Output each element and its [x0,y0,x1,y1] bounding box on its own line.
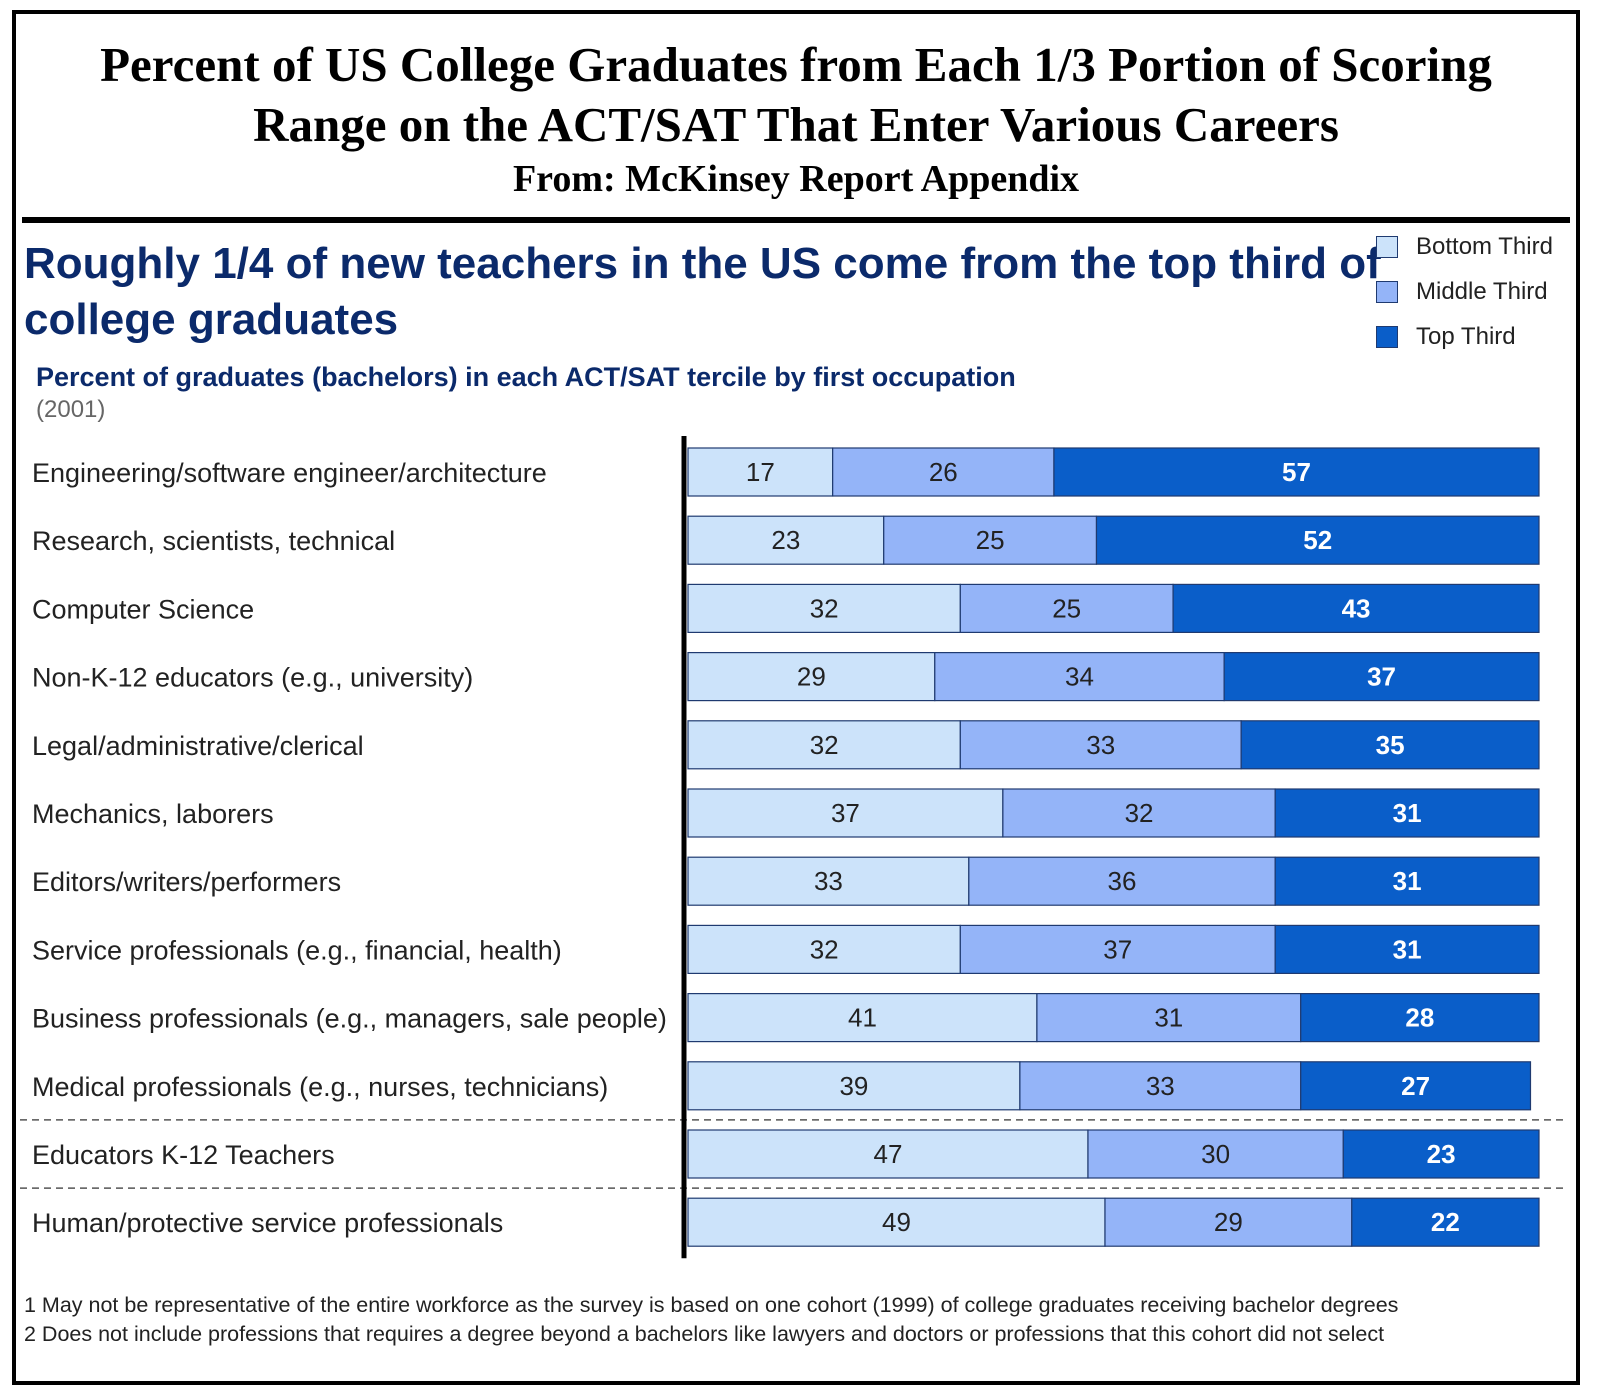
bar-segment-middle-third [959,583,1174,634]
bar-segment-bottom-third [687,447,834,497]
category-label: Mechanics, laborers [32,799,274,829]
footnotes: 1 May not be representative of the entir… [24,1291,1572,1349]
category-label: Legal/administrative/clerical [32,731,364,761]
data-label-top-third: 35 [1376,730,1405,760]
data-label-top-third: 31 [1393,866,1422,896]
bar-segment-middle-third [1002,788,1276,838]
data-label-bottom-third: 32 [810,730,839,760]
data-label-bottom-third: 37 [831,798,860,828]
bar-segment-bottom-third [687,583,961,634]
category-label: Research, scientists, technical [32,526,395,556]
data-label-top-third: 43 [1342,593,1371,623]
bar-segment-top-third [1274,788,1540,838]
bar-segment-bottom-third [687,515,885,565]
data-label-middle-third: 31 [1154,1003,1183,1033]
category-label: Computer Science [32,594,254,624]
legend-swatch-top-third [1376,326,1398,348]
data-label-middle-third: 29 [1214,1207,1243,1237]
data-label-top-third: 31 [1393,798,1422,828]
data-label-top-third: 31 [1393,934,1422,964]
legend-label-middle-third: Middle Third [1416,278,1548,305]
bar-segment-top-third [1172,583,1540,634]
data-label-bottom-third: 41 [848,1003,877,1033]
bar-segment-top-third [1274,856,1540,906]
bar-segment-top-third [1300,992,1540,1043]
footnote-1: 1 May not be representative of the entir… [24,1293,1399,1317]
bar-segment-middle-third [934,651,1225,702]
bar-segment-middle-third [1036,992,1302,1043]
chart-subtitle: Percent of graduates (bachelors) in each… [36,362,1016,392]
category-label: Educators K-12 Teachers [32,1140,335,1170]
data-label-bottom-third: 49 [882,1207,911,1237]
category-label: Editors/writers/performers [32,867,341,897]
bar-segment-top-third [1223,651,1540,702]
bar-segment-bottom-third [687,651,936,702]
title-line-1: Percent of US College Graduates from Eac… [100,37,1492,92]
bar-segment-top-third [1342,1129,1540,1179]
legend-label-bottom-third: Bottom Third [1416,233,1553,260]
bar-segment-middle-third [832,447,1055,497]
data-label-bottom-third: 29 [797,662,826,692]
data-label-middle-third: 36 [1108,866,1137,896]
bar-segment-top-third [1095,515,1540,565]
data-label-middle-third: 26 [929,457,958,487]
legend-swatch-middle-third [1376,281,1398,303]
data-label-middle-third: 30 [1201,1139,1230,1169]
title-line-2: Range on the ACT/SAT That Enter Various … [253,97,1339,152]
bar-segment-top-third [1274,924,1540,975]
category-label: Engineering/software engineer/architectu… [32,458,547,488]
bar-segment-bottom-third [687,992,1038,1043]
data-label-top-third: 27 [1401,1071,1430,1101]
data-label-bottom-third: 33 [814,866,843,896]
bar-segment-top-third [1300,1061,1532,1111]
category-label: Business professionals (e.g., managers, … [32,1004,667,1034]
data-label-middle-third: 32 [1125,798,1154,828]
category-label: Medical professionals (e.g., nurses, tec… [32,1072,608,1102]
bar-segment-middle-third [959,720,1242,770]
bar-segment-bottom-third [687,1129,1089,1179]
chart-year: (2001) [36,396,106,423]
chart-frame: Percent of US College Graduates from Eac… [12,10,1580,1385]
category-label: Service professionals (e.g., financial, … [32,935,562,965]
data-label-bottom-third: 32 [810,593,839,623]
source-line: From: McKinsey Report Appendix [512,158,1080,200]
bar-segment-middle-third [1087,1129,1344,1179]
legend-label-top-third: Top Third [1416,323,1516,350]
data-label-middle-third: 34 [1065,662,1094,692]
data-label-top-third: 57 [1282,457,1311,487]
bar-segment-middle-third [968,856,1276,906]
bar-segment-bottom-third [687,788,1004,838]
data-label-top-third: 28 [1405,1003,1434,1033]
bar-segment-middle-third [1019,1061,1302,1111]
data-label-top-third: 37 [1367,662,1396,692]
category-label: Non-K-12 educators (e.g., university) [32,663,473,693]
data-label-bottom-third: 47 [874,1139,903,1169]
bar-segment-middle-third [1104,1197,1353,1247]
data-label-top-third: 22 [1431,1207,1460,1237]
headline: Roughly 1/4 of new teachers in the US co… [24,239,1381,344]
legend-swatch-bottom-third [1376,236,1398,258]
footnote-2: 2 Does not include professions that requ… [24,1322,1385,1346]
data-label-middle-third: 25 [976,525,1005,555]
bar-segment-middle-third [959,924,1276,975]
bar-segment-bottom-third [687,856,970,906]
stacked-bar-chart: Engineering/software engineer/architectu… [20,436,1568,1259]
data-label-bottom-third: 39 [839,1071,868,1101]
data-label-middle-third: 33 [1146,1071,1175,1101]
data-label-middle-third: 37 [1103,934,1132,964]
bar-segment-top-third [1240,720,1540,770]
data-label-top-third: 23 [1427,1139,1456,1169]
data-label-bottom-third: 23 [771,525,800,555]
bar-segment-top-third [1053,447,1540,497]
bar-segment-bottom-third [687,1061,1021,1111]
bar-segment-top-third [1351,1197,1540,1247]
data-label-middle-third: 25 [1052,593,1081,623]
data-label-middle-third: 33 [1086,730,1115,760]
header-divider [22,217,1570,223]
data-label-bottom-third: 32 [810,934,839,964]
data-label-bottom-third: 17 [746,457,775,487]
category-label: Human/protective service professionals [32,1208,503,1238]
data-label-top-third: 52 [1303,525,1332,555]
